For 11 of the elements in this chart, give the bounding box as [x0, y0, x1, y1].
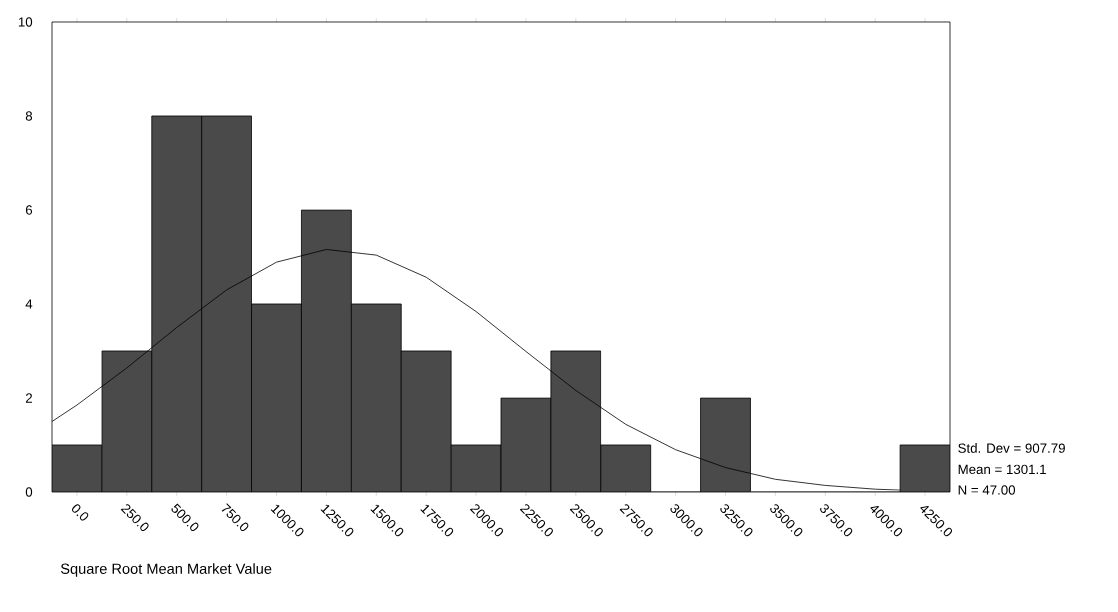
- y-tick-label: 10: [18, 17, 33, 27]
- y-tick-label: 2: [25, 393, 32, 403]
- text: Std. Dev = 907.79: [958, 443, 1065, 453]
- text: N = 47.00: [958, 485, 1016, 495]
- y-tick-label: 4: [25, 299, 33, 309]
- y-tick-label: 6: [25, 205, 33, 215]
- y-tick-label: 0: [25, 487, 33, 497]
- y-tick-label: 8: [25, 111, 33, 121]
- text: Mean = 1301.1: [958, 464, 1046, 475]
- x-tick-label: 0.0: [72, 504, 89, 521]
- x-axis-title: Square Root Mean Market Value: [60, 563, 272, 577]
